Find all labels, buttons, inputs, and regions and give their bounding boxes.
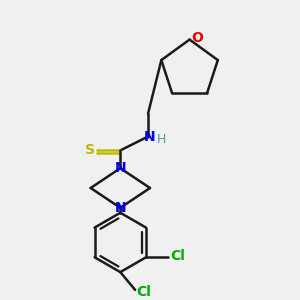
Text: N: N (144, 130, 156, 144)
Text: Cl: Cl (170, 249, 185, 263)
Text: S: S (85, 143, 94, 158)
Text: N: N (115, 201, 126, 215)
Text: Cl: Cl (136, 285, 152, 299)
Text: O: O (192, 31, 203, 45)
Text: N: N (115, 161, 126, 175)
Text: H: H (157, 133, 167, 146)
